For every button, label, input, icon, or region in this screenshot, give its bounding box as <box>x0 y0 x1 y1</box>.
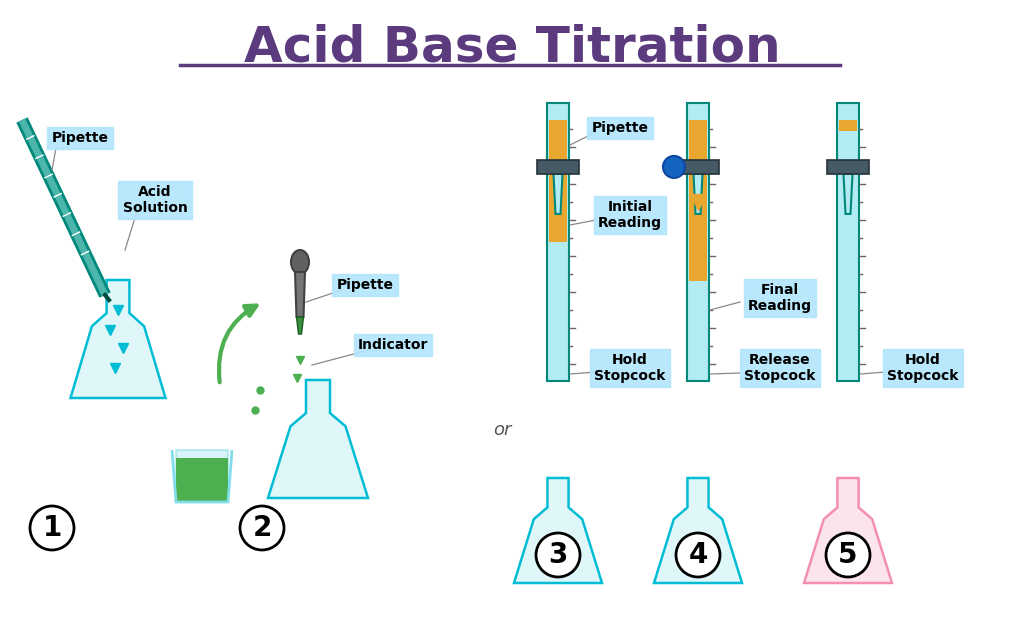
Ellipse shape <box>291 250 309 274</box>
Polygon shape <box>804 478 892 583</box>
Circle shape <box>240 506 284 550</box>
Bar <box>176 450 228 502</box>
Circle shape <box>536 533 580 577</box>
Text: Indicator: Indicator <box>357 338 428 352</box>
Bar <box>677 160 719 174</box>
Text: Hold
Stopcock: Hold Stopcock <box>594 353 666 383</box>
Polygon shape <box>654 539 742 583</box>
Polygon shape <box>844 174 853 214</box>
Text: 3: 3 <box>548 541 567 569</box>
Polygon shape <box>514 478 602 583</box>
Bar <box>547 103 569 381</box>
Circle shape <box>676 533 720 577</box>
Polygon shape <box>693 174 702 214</box>
Polygon shape <box>297 317 303 334</box>
Polygon shape <box>268 457 368 498</box>
Text: 4: 4 <box>688 541 708 569</box>
Text: Acid
Solution: Acid Solution <box>123 185 187 215</box>
Bar <box>549 120 567 242</box>
Bar <box>839 120 857 131</box>
Text: 1: 1 <box>42 514 61 542</box>
Bar <box>537 160 579 174</box>
Polygon shape <box>804 532 892 583</box>
Text: Final
Reading: Final Reading <box>748 283 812 313</box>
Circle shape <box>30 506 74 550</box>
Circle shape <box>663 156 685 178</box>
Text: Pipette: Pipette <box>592 121 648 135</box>
Text: Release
Stopcock: Release Stopcock <box>744 353 816 383</box>
Bar <box>827 160 869 174</box>
Text: 5: 5 <box>839 541 858 569</box>
Bar <box>837 103 859 381</box>
Polygon shape <box>268 380 368 498</box>
Polygon shape <box>295 272 305 317</box>
Bar <box>689 120 707 281</box>
Polygon shape <box>71 353 166 398</box>
Polygon shape <box>514 539 602 583</box>
Polygon shape <box>654 478 742 583</box>
Text: 2: 2 <box>252 514 271 542</box>
Text: or: or <box>493 421 511 439</box>
Text: Pipette: Pipette <box>51 131 109 145</box>
Bar <box>176 458 228 502</box>
Circle shape <box>826 533 870 577</box>
Text: Pipette: Pipette <box>337 278 393 292</box>
Text: Hold
Stopcock: Hold Stopcock <box>888 353 958 383</box>
Text: Acid Base Titration: Acid Base Titration <box>244 24 780 72</box>
Polygon shape <box>71 280 166 398</box>
Bar <box>687 103 709 381</box>
Polygon shape <box>554 174 562 214</box>
Text: Initial
Reading: Initial Reading <box>598 200 662 230</box>
